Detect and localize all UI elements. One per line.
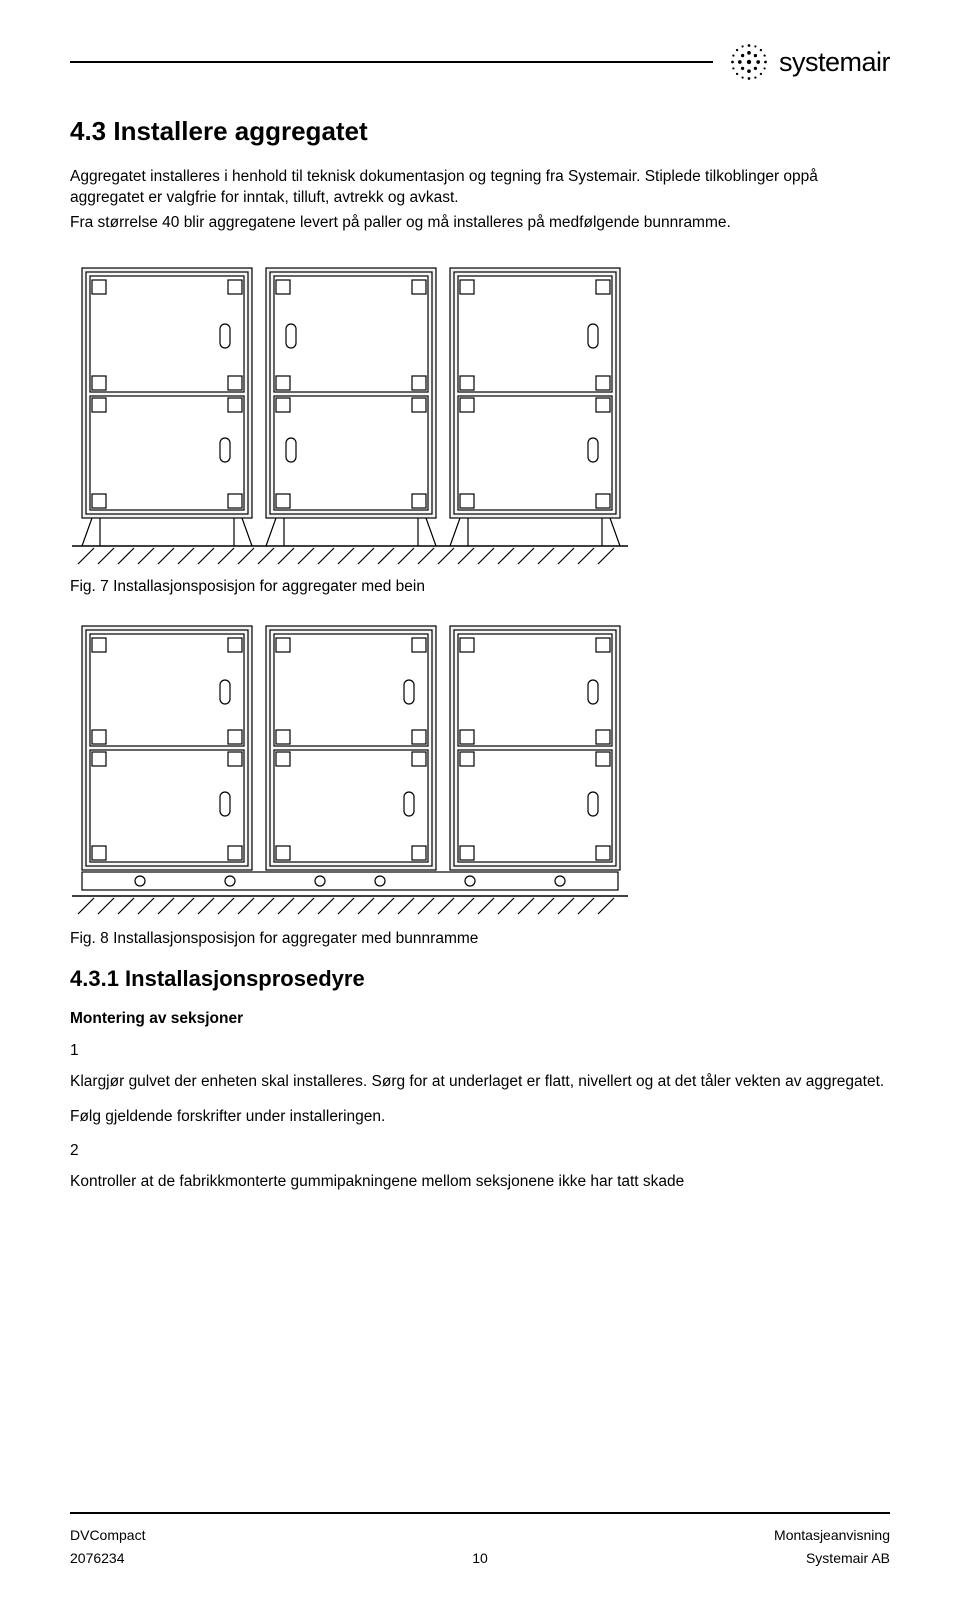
footer-rule	[70, 1512, 890, 1514]
step-1-number: 1	[70, 1042, 890, 1060]
footer-right-2: Systemair AB	[806, 1547, 890, 1569]
figure-8	[70, 620, 890, 920]
header: systemair	[70, 0, 890, 84]
figure-8-caption: Fig. 8 Installasjonsposisjon for aggrega…	[70, 930, 890, 948]
subsection-heading: 4.3.1 Installasjonsprosedyre	[70, 966, 890, 992]
logo-dot-icon	[727, 40, 771, 84]
intro-paragraph-1: Aggregatet installeres i henhold til tek…	[70, 167, 890, 209]
figure-7	[70, 258, 890, 568]
step-2-text-a: Kontroller at de fabrikkmonterte gummipa…	[70, 1172, 890, 1193]
step-1-text-a: Klargjør gulvet der enheten skal install…	[70, 1072, 890, 1093]
figure-7-caption: Fig. 7 Installasjonsposisjon for aggrega…	[70, 578, 890, 596]
figure-8-svg	[70, 620, 630, 920]
intro-paragraph-2: Fra størrelse 40 blir aggregatene levert…	[70, 213, 890, 234]
page-footer: DVCompact Montasjeanvisning 2076234 10 S…	[70, 1512, 890, 1569]
step-2-number: 2	[70, 1142, 890, 1160]
footer-left-1: DVCompact	[70, 1524, 145, 1546]
mounting-heading: Montering av seksjoner	[70, 1010, 890, 1028]
section-heading: 4.3 Installere aggregatet	[70, 116, 890, 147]
brand-name: systemair	[779, 47, 890, 78]
footer-right-1: Montasjeanvisning	[774, 1524, 890, 1546]
page: systemair 4.3 Installere aggregatet Aggr…	[0, 0, 960, 1599]
header-rule-line	[70, 61, 713, 63]
brand-logo: systemair	[713, 40, 890, 84]
footer-left-2: 2076234	[70, 1547, 125, 1569]
footer-center: 10	[472, 1547, 488, 1569]
figure-7-svg	[70, 258, 630, 568]
step-1-text-b: Følg gjeldende forskrifter under install…	[70, 1107, 890, 1128]
